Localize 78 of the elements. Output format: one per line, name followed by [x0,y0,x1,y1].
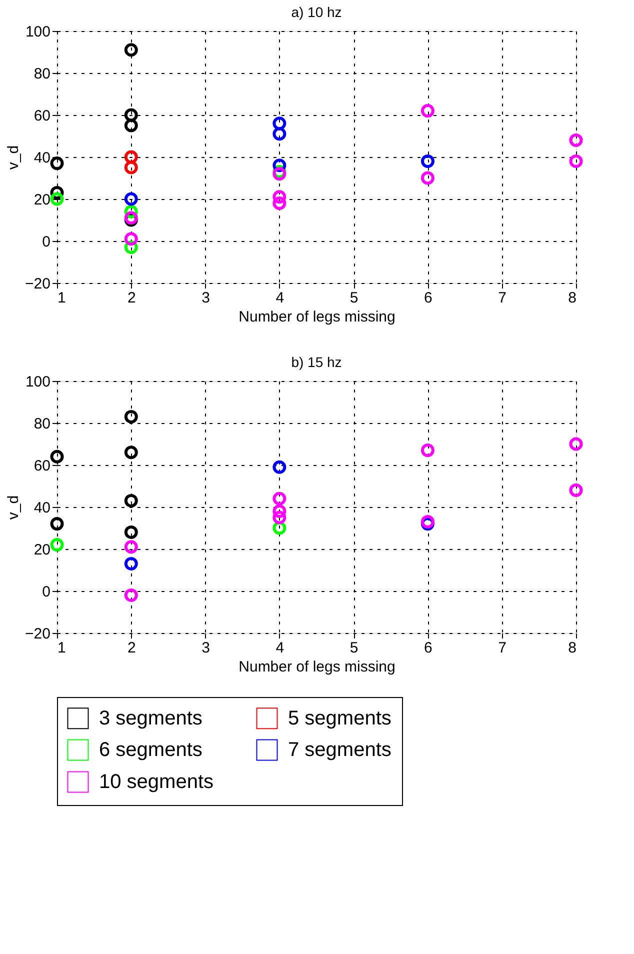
point [272,190,286,204]
point [124,118,138,132]
point [420,514,434,528]
x-tick-label: 4 [276,290,284,306]
point [50,450,64,464]
point [272,504,286,518]
point [272,116,286,130]
y-tick-label: 0 [42,234,50,250]
y-tick-label: −20 [25,626,50,642]
point [272,460,286,474]
point [569,133,583,147]
x-tick-label: 6 [424,640,432,656]
point [124,150,138,164]
legend-label: 6 segments [99,739,202,761]
x-tick-label: 5 [350,290,358,306]
point [420,171,434,185]
x-tick-label: 3 [202,640,210,656]
x-axis-title: Number of legs missing [238,308,396,326]
point [569,483,583,497]
point [569,154,583,168]
x-tick-label: 1 [58,640,66,656]
y-axis-title: v_d [5,495,22,520]
y-tick-label: 20 [34,192,50,208]
point [569,437,583,451]
point [124,446,138,460]
point [272,492,286,506]
point [124,525,138,539]
y-tick-label: 100 [25,24,50,40]
y-axis-title: v_d [5,145,22,170]
point [124,410,138,424]
x-tick-label: 7 [498,290,507,306]
point [272,510,286,524]
x-tick-label: 2 [127,640,136,656]
point [50,517,64,531]
point [50,192,64,206]
y-tick-label: 0 [42,584,50,600]
legend-label: 3 segments [99,707,202,730]
y-tick-label: 60 [34,108,50,124]
point [50,538,64,552]
x-tick-label: 5 [350,640,358,656]
point [124,192,138,206]
y-tick-label: 20 [34,542,50,558]
point [124,540,138,554]
y-tick-label: 40 [34,500,50,516]
point [124,232,138,246]
y-tick-label: 80 [34,416,50,432]
x-tick-label: 8 [568,290,576,306]
y-tick-label: 100 [25,374,50,390]
x-tick-label: 2 [127,290,136,306]
point [420,444,434,458]
y-tick-label: 40 [34,150,50,166]
point [124,494,138,508]
x-tick-label: 7 [498,640,507,656]
y-tick-label: −20 [25,276,50,292]
point [124,556,138,570]
point [50,156,64,170]
x-tick-label: 8 [568,640,576,656]
point [272,167,286,181]
y-tick-label: 80 [34,66,50,82]
x-axis-title: Number of legs missing [238,658,396,676]
y-tick-label: 60 [34,458,50,474]
chart-title: b) 15 hz [291,354,342,370]
point [272,127,286,141]
x-tick-label: 3 [202,290,210,306]
legend-label: 10 segments [99,771,214,793]
point [124,588,138,602]
point [124,43,138,57]
legend-label: 7 segments [288,739,392,761]
point [420,154,434,168]
point [272,196,286,210]
legend-label: 5 segments [288,707,392,730]
x-tick-label: 6 [424,290,432,306]
point [420,104,434,118]
x-tick-label: 1 [58,290,66,306]
point [124,160,138,174]
chart-title: a) 10 hz [291,4,342,20]
point [124,108,138,122]
x-tick-label: 4 [276,640,284,656]
